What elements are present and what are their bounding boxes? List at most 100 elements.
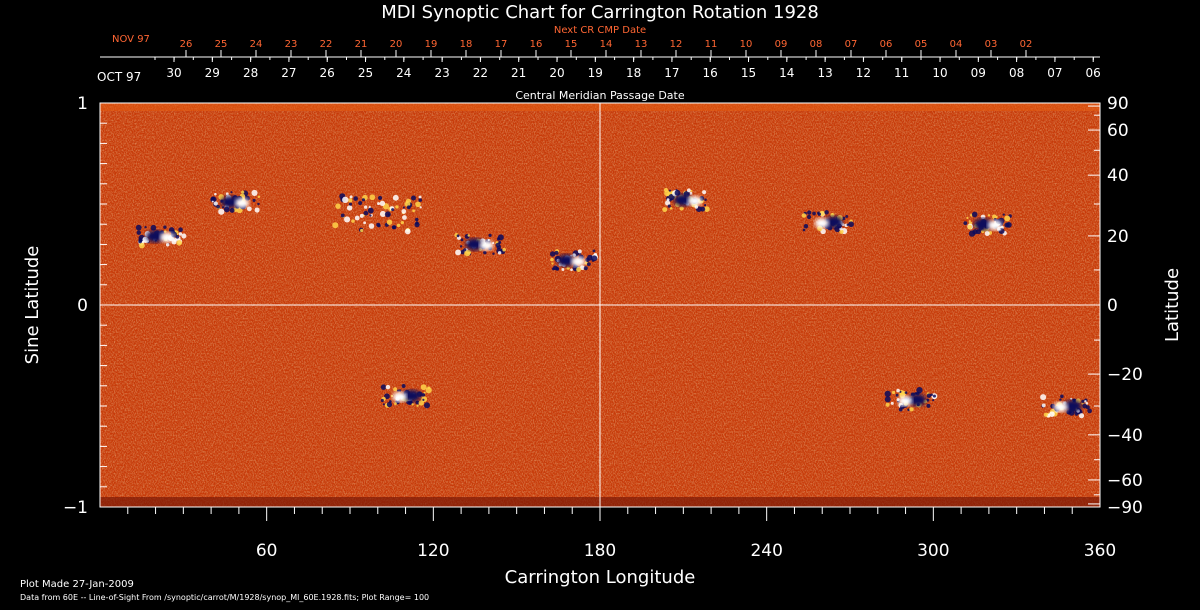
positive-polarity-speck [346,205,353,211]
negative-polarity-speck [904,391,908,395]
next-cmp-date-tick-label: 07 [845,39,858,50]
negative-polarity-speck [704,198,707,201]
positive-polarity-speck [342,196,349,204]
positive-polarity-speck [890,401,894,405]
cmp-date-tick-label: 30 [166,66,181,80]
next-cmp-date-tick-label: 24 [250,39,263,50]
positive-polarity-core [898,395,913,406]
negative-polarity-speck [389,400,392,403]
positive-polarity-speck [416,404,419,407]
negative-polarity-speck [932,399,935,402]
positive-polarity-core [392,391,407,402]
positive-polarity-speck [686,188,691,193]
active-region [801,210,854,235]
next-cmp-date-tick-label: 17 [495,39,508,50]
positive-polarity-speck [909,407,914,412]
sine-latitude-tick-label: 1 [77,94,88,114]
cmp-date-tick-label: 19 [588,66,603,80]
cmp-date-tick-label: 14 [779,66,794,80]
next-cmp-date-tick-label: 08 [810,39,823,50]
positive-polarity-speck [690,189,693,192]
negative-polarity-speck [975,229,981,235]
positive-polarity-speck [377,202,381,206]
positive-polarity-core [160,232,175,243]
positive-polarity-speck [251,189,258,196]
negative-polarity-speck [150,224,157,231]
next-cmp-date-tick-label: 15 [565,39,578,50]
positive-polarity-speck [1085,402,1089,405]
negative-polarity-core [673,193,692,206]
active-region [884,386,938,412]
negative-polarity-speck [1002,213,1005,216]
positive-polarity-speck [419,206,422,209]
positive-polarity-speck [332,222,339,229]
negative-polarity-speck [1081,399,1085,403]
negative-polarity-speck [257,202,260,206]
positive-polarity-speck [368,223,375,229]
negative-polarity-speck [386,401,393,408]
negative-polarity-speck [591,255,598,262]
negative-polarity-speck [384,211,391,218]
positive-polarity-speck [497,251,502,255]
cmp-date-tick-label: 11 [894,66,909,80]
positive-polarity-speck [839,229,844,234]
positive-polarity-speck [467,234,470,237]
negative-polarity-speck [497,234,504,241]
negative-polarity-speck [380,398,384,403]
negative-polarity-speck [592,249,596,253]
next-cmp-date-tick-label: 03 [985,39,998,50]
negative-polarity-speck [163,225,167,229]
negative-polarity-speck [456,234,460,238]
positive-polarity-speck [349,195,353,199]
positive-polarity-speck [966,216,969,219]
active-regions [135,187,1092,419]
negative-polarity-speck [223,206,230,213]
positive-polarity-speck [570,268,573,272]
cmp-date-tick-label: 27 [281,66,296,80]
negative-polarity-speck [668,189,672,192]
cmp-date-tick-label: 23 [434,66,449,80]
positive-polarity-speck [351,219,355,223]
latitude-tick-label: 60 [1107,121,1129,141]
positive-polarity-speck [178,232,183,236]
cmp-date-tick-label: 16 [703,66,718,80]
negative-polarity-speck [930,393,933,397]
positive-polarity-speck [369,194,376,201]
positive-polarity-speck [992,214,997,220]
negative-polarity-speck [700,206,706,212]
positive-polarity-core [571,256,586,267]
active-region [332,193,423,235]
positive-polarity-speck [363,205,368,209]
negative-polarity-speck [848,221,854,228]
positive-polarity-speck [225,192,229,196]
positive-polarity-speck [1043,412,1048,417]
month-label-oct: OCT 97 [97,70,141,84]
positive-polarity-speck [363,221,367,225]
positive-polarity-speck [551,262,554,265]
active-region [549,249,599,272]
positive-polarity-speck [211,200,214,203]
negative-polarity-speck [585,257,590,263]
negative-polarity-speck [382,403,385,406]
positive-polarity-speck [1070,397,1073,400]
negative-polarity-speck [812,211,816,216]
longitude-tick-label: 240 [750,541,782,561]
positive-polarity-speck [420,384,427,391]
negative-polarity-speck [252,198,256,202]
positive-polarity-speck [392,194,399,201]
cmp-date-tick-label: 09 [971,66,986,80]
negative-polarity-speck [586,262,591,267]
cmp-date-tick-label: 29 [205,66,220,80]
negative-polarity-speck [667,204,671,208]
positive-polarity-speck [1084,400,1087,403]
next-cmp-date-tick-label: 04 [950,39,963,50]
negative-polarity-speck [803,224,809,229]
positive-polarity-speck [394,402,397,406]
negative-polarity-speck [178,227,183,233]
negative-polarity-speck [1004,222,1010,228]
negative-polarity-speck [415,400,420,405]
negative-polarity-speck [377,195,383,201]
negative-polarity-speck [459,245,463,248]
next-cmp-date-tick-label: 05 [915,39,928,50]
positive-polarity-speck [138,242,145,249]
